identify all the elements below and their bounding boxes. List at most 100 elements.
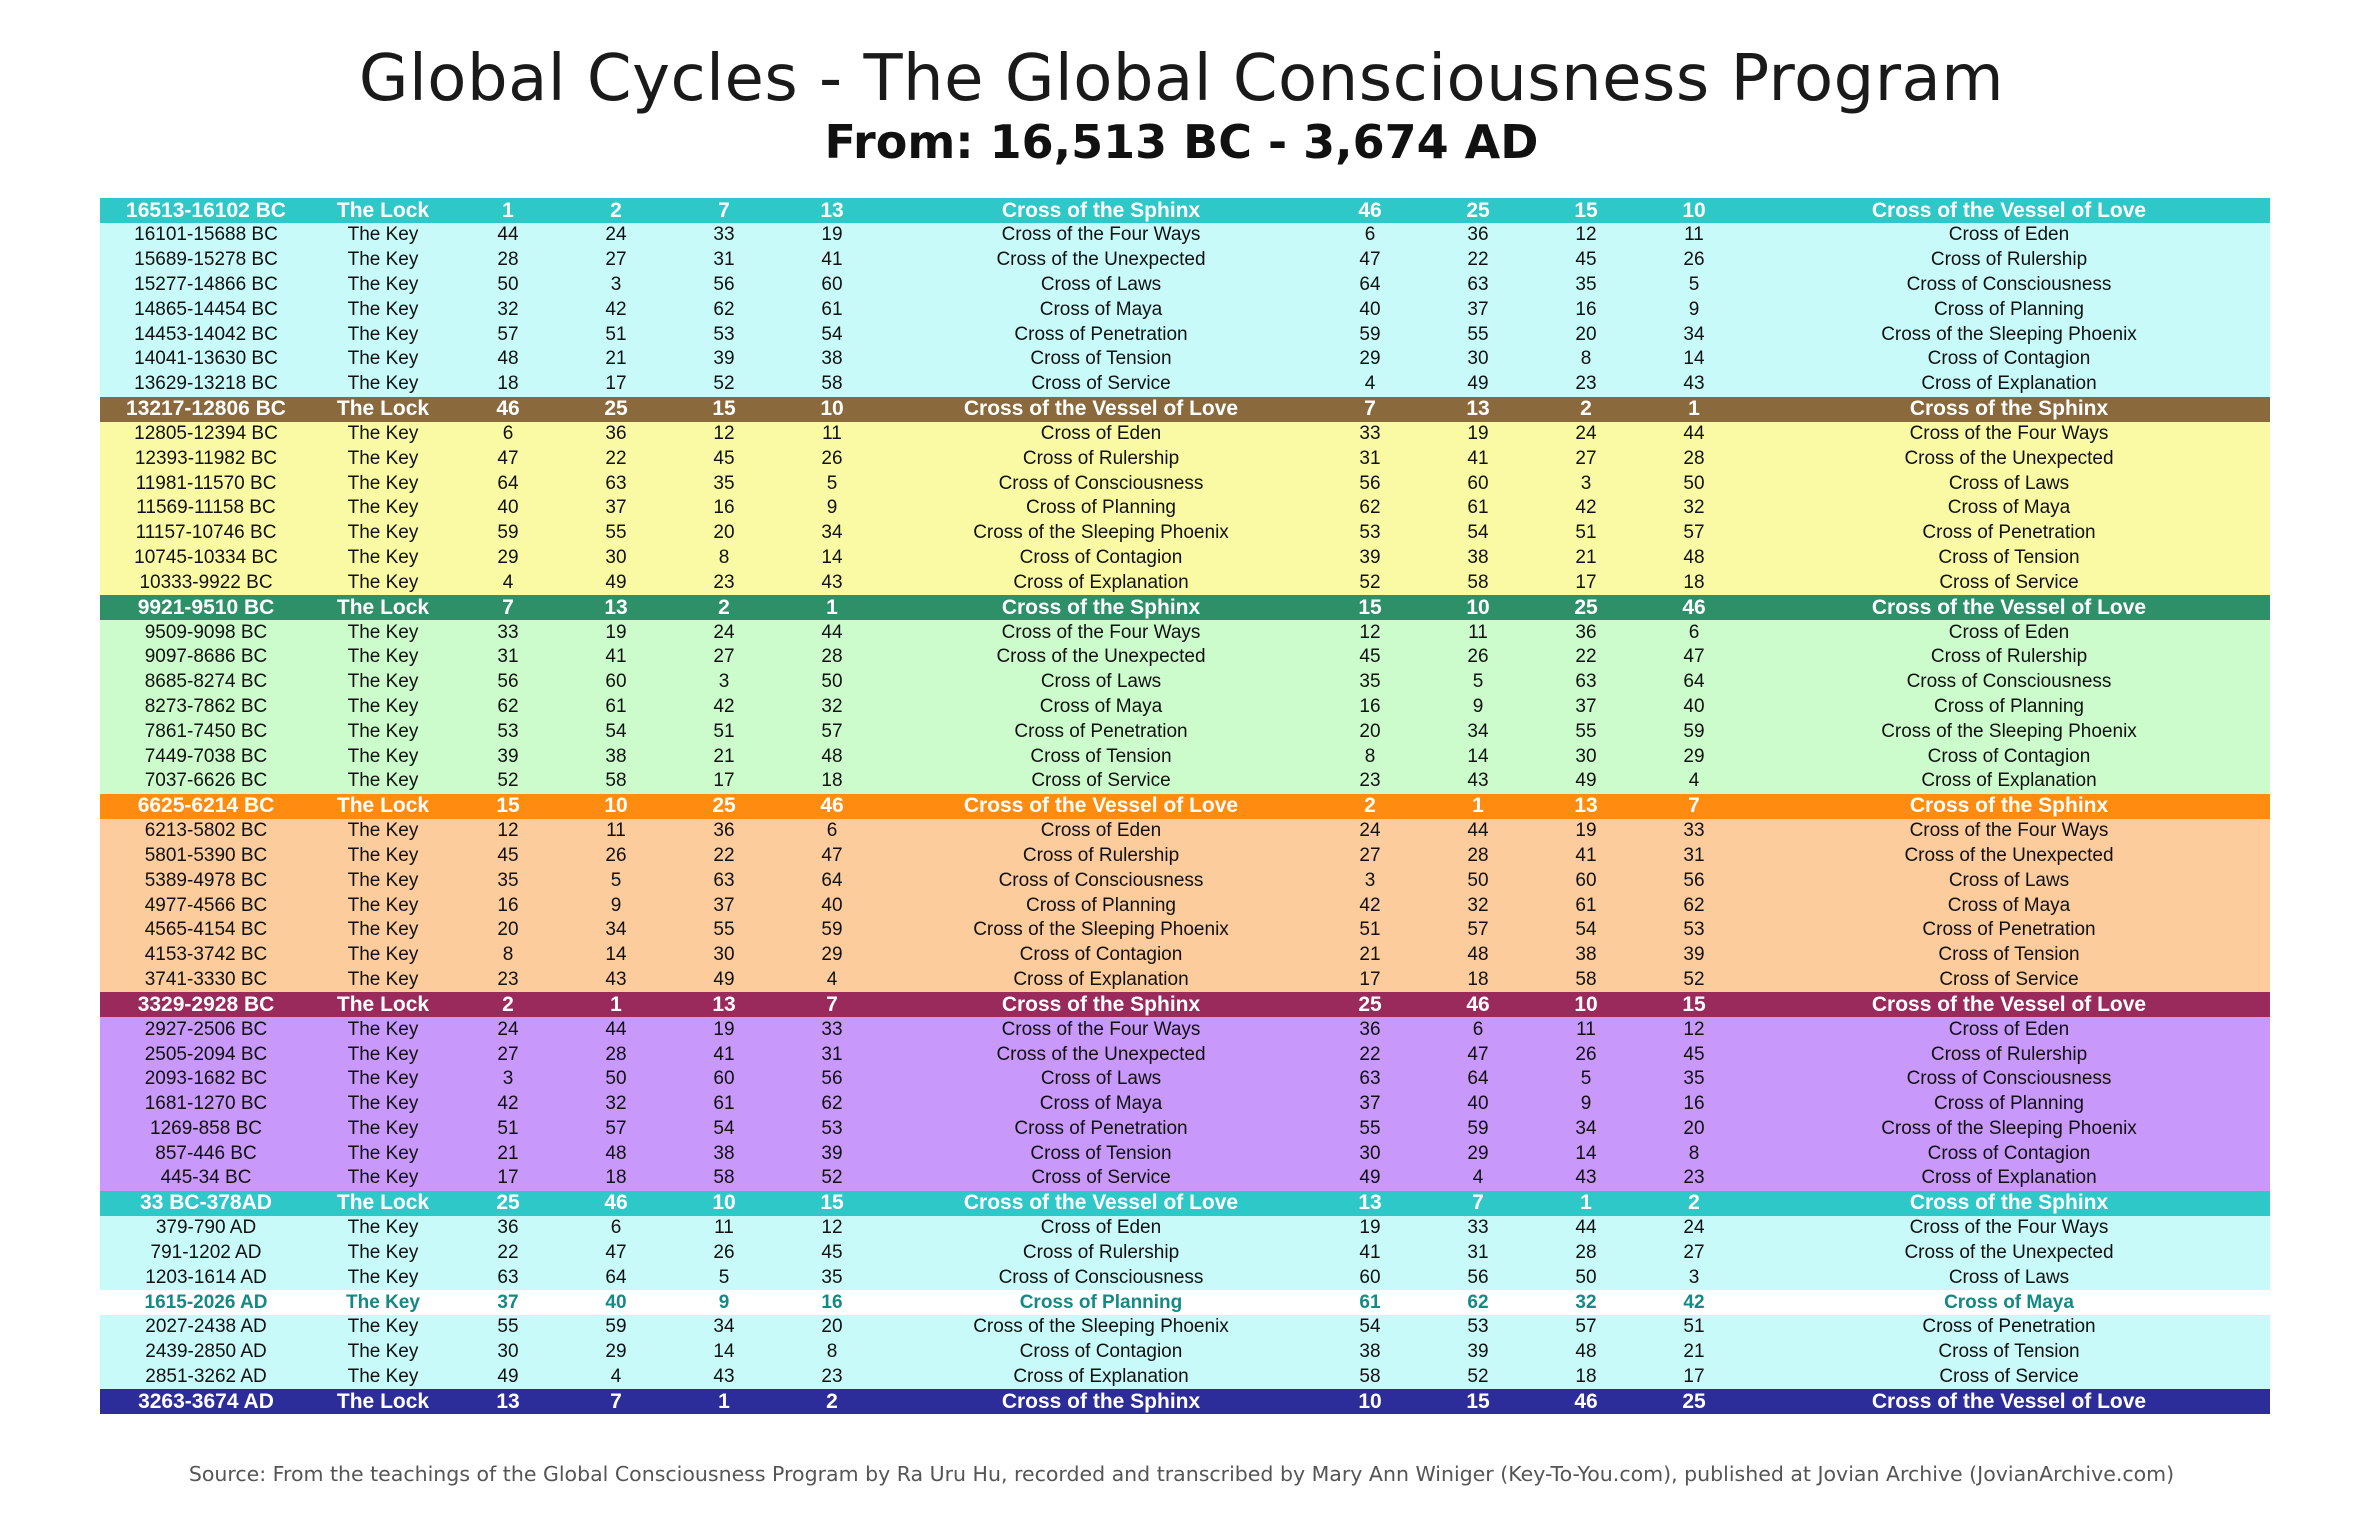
cell-period: 12805-12394 BC (134, 422, 278, 444)
cell-period: 379-790 AD (155, 1217, 257, 1239)
cell-gate-6: 25 (1466, 198, 1490, 222)
cell-gate-8: 9 (1688, 298, 1700, 320)
cell-period: 7861-7450 BC (144, 720, 268, 742)
cell-gate-7: 58 (1575, 968, 1597, 990)
cell-gate-7: 45 (1575, 249, 1597, 271)
cell-gate-1: 51 (497, 1117, 519, 1139)
cell-gate-role: The Key (347, 720, 419, 742)
cell-gate-3: 33 (713, 224, 735, 246)
cell-cross-name: Cross of Service (1031, 1167, 1171, 1189)
cell-gate-3: 10 (712, 1191, 736, 1215)
cell-gate-1: 8 (502, 944, 514, 966)
cell-cross-name: Cross of Tension (1030, 1142, 1172, 1164)
cell-gate-7: 35 (1575, 273, 1597, 295)
cell-opposite-cross-name: Cross of Tension (1938, 944, 2080, 966)
cell-gate-8: 6 (1688, 621, 1700, 643)
cell-gate-role: The Key (347, 1316, 419, 1338)
cell-gate-6: 26 (1467, 646, 1489, 668)
cell-gate-6: 55 (1467, 323, 1489, 345)
cell-gate-8: 5 (1688, 273, 1700, 295)
cell-period: 1615-2026 AD (144, 1291, 268, 1313)
cell-gate-3: 27 (713, 646, 735, 668)
cell-gate-3: 38 (713, 1142, 735, 1164)
cell-cross-name: Cross of the Sphinx (1001, 595, 1201, 619)
cell-gate-5: 59 (1359, 323, 1381, 345)
cell-cross-name: Cross of Laws (1040, 671, 1162, 693)
cell-gate-8: 50 (1683, 472, 1705, 494)
cell-gate-role: The Key (347, 695, 419, 717)
cell-gate-3: 11 (714, 1217, 734, 1239)
cell-gate-2: 6 (610, 1217, 622, 1239)
cell-gate-6: 62 (1467, 1291, 1489, 1313)
cell-gate-3: 34 (713, 1316, 735, 1338)
cell-gate-role: The Key (347, 249, 419, 271)
cell-gate-8: 27 (1683, 1242, 1705, 1264)
cell-period: 14865-14454 BC (134, 298, 278, 320)
cell-gate-1: 45 (497, 844, 519, 866)
cell-cross-name: Cross of the Unexpected (996, 249, 1206, 271)
cell-gate-role: The Key (347, 546, 419, 568)
key-row: 5389-4978 BC The Key 35 5 63 64 Cross of Consc… (100, 868, 2270, 894)
key-row: 11981-11570 BC The Key 64 63 35 5 Cross of Con… (100, 471, 2270, 496)
cell-gate-8: 17 (1683, 1366, 1705, 1388)
cell-cross-name: Cross of Laws (1040, 1068, 1162, 1090)
cell-gate-8: 47 (1683, 646, 1705, 668)
cell-gate-6: 6 (1472, 1018, 1484, 1040)
page-title: Global Cycles - The Global Consciousness… (358, 42, 2005, 116)
cell-gate-6: 31 (1467, 1242, 1489, 1264)
cell-gate-7: 5 (1580, 1068, 1592, 1090)
cell-gate-8: 24 (1683, 1217, 1705, 1239)
cell-gate-7: 17 (1575, 571, 1597, 593)
cell-period: 2439-2850 AD (145, 1341, 267, 1363)
cell-gate-3: 17 (713, 770, 735, 792)
cell-gate-6: 15 (1466, 1389, 1490, 1413)
cell-cross-name: Cross of the Unexpected (996, 1043, 1206, 1065)
cell-gate-8: 23 (1683, 1167, 1705, 1189)
cell-gate-6: 1 (1472, 794, 1484, 818)
cell-gate-role: The Key (347, 1242, 419, 1264)
cell-gate-5: 21 (1359, 944, 1381, 966)
key-row: 4565-4154 BC The Key 20 34 55 59 Cross of the … (100, 917, 2270, 943)
cell-gate-role: The Key (347, 373, 419, 395)
cell-gate-8: 15 (1682, 992, 1706, 1016)
cycles-table-body: 16513-16102 BC The Lock 1 2 7 13 Cross of the … (100, 198, 2270, 1415)
cell-gate-4: 4 (826, 968, 838, 990)
cell-gate-1: 27 (497, 1043, 519, 1065)
cell-gate-2: 61 (605, 695, 627, 717)
cell-gate-6: 36 (1467, 224, 1489, 246)
cell-gate-6: 33 (1467, 1217, 1489, 1239)
cell-cross-name: Cross of the Unexpected (996, 646, 1206, 668)
key-row: 11569-11158 BC The Key 40 37 16 9 Cross of Pla… (100, 495, 2270, 521)
cell-gate-2: 3 (610, 273, 622, 295)
cell-opposite-cross-name: Cross of the Sphinx (1909, 794, 2109, 818)
cell-gate-7: 30 (1575, 745, 1597, 767)
cell-gate-2: 29 (605, 1341, 627, 1363)
cell-gate-2: 42 (605, 298, 627, 320)
cell-gate-6: 60 (1467, 472, 1489, 494)
lock-row: 6625-6214 BC The Lock 15 10 25 46 Cross of the… (100, 793, 2270, 819)
cell-gate-5: 58 (1359, 1366, 1381, 1388)
cell-gate-role: The Key (346, 1291, 420, 1313)
cell-gate-5: 12 (1359, 621, 1381, 643)
cell-gate-5: 7 (1364, 397, 1376, 421)
cell-cross-name: Cross of Penetration (1014, 720, 1188, 742)
cell-gate-1: 21 (497, 1142, 519, 1164)
cell-gate-2: 43 (605, 968, 627, 990)
cell-gate-7: 27 (1575, 447, 1597, 469)
cell-cross-name: Cross of Planning (1026, 497, 1176, 519)
cell-opposite-cross-name: Cross of Maya (1947, 894, 2071, 916)
cell-gate-2: 21 (605, 348, 627, 370)
cell-gate-5: 62 (1359, 497, 1381, 519)
cell-period: 9097-8686 BC (144, 646, 268, 668)
cell-opposite-cross-name: Cross of Rulership (1930, 1043, 2088, 1065)
cell-gate-8: 12 (1683, 1018, 1705, 1040)
cell-gate-1: 23 (497, 968, 519, 990)
cell-gate-role: The Key (347, 1068, 419, 1090)
cell-cross-name: Cross of the Sleeping Phoenix (973, 522, 1229, 544)
cell-gate-6: 46 (1466, 992, 1490, 1016)
cell-gate-4: 23 (821, 1366, 843, 1388)
cell-gate-1: 16 (497, 894, 519, 916)
cell-cross-name: Cross of Rulership (1022, 1242, 1180, 1264)
cell-opposite-cross-name: Cross of Consciousness (1906, 671, 2112, 693)
cell-gate-2: 7 (610, 1389, 622, 1413)
